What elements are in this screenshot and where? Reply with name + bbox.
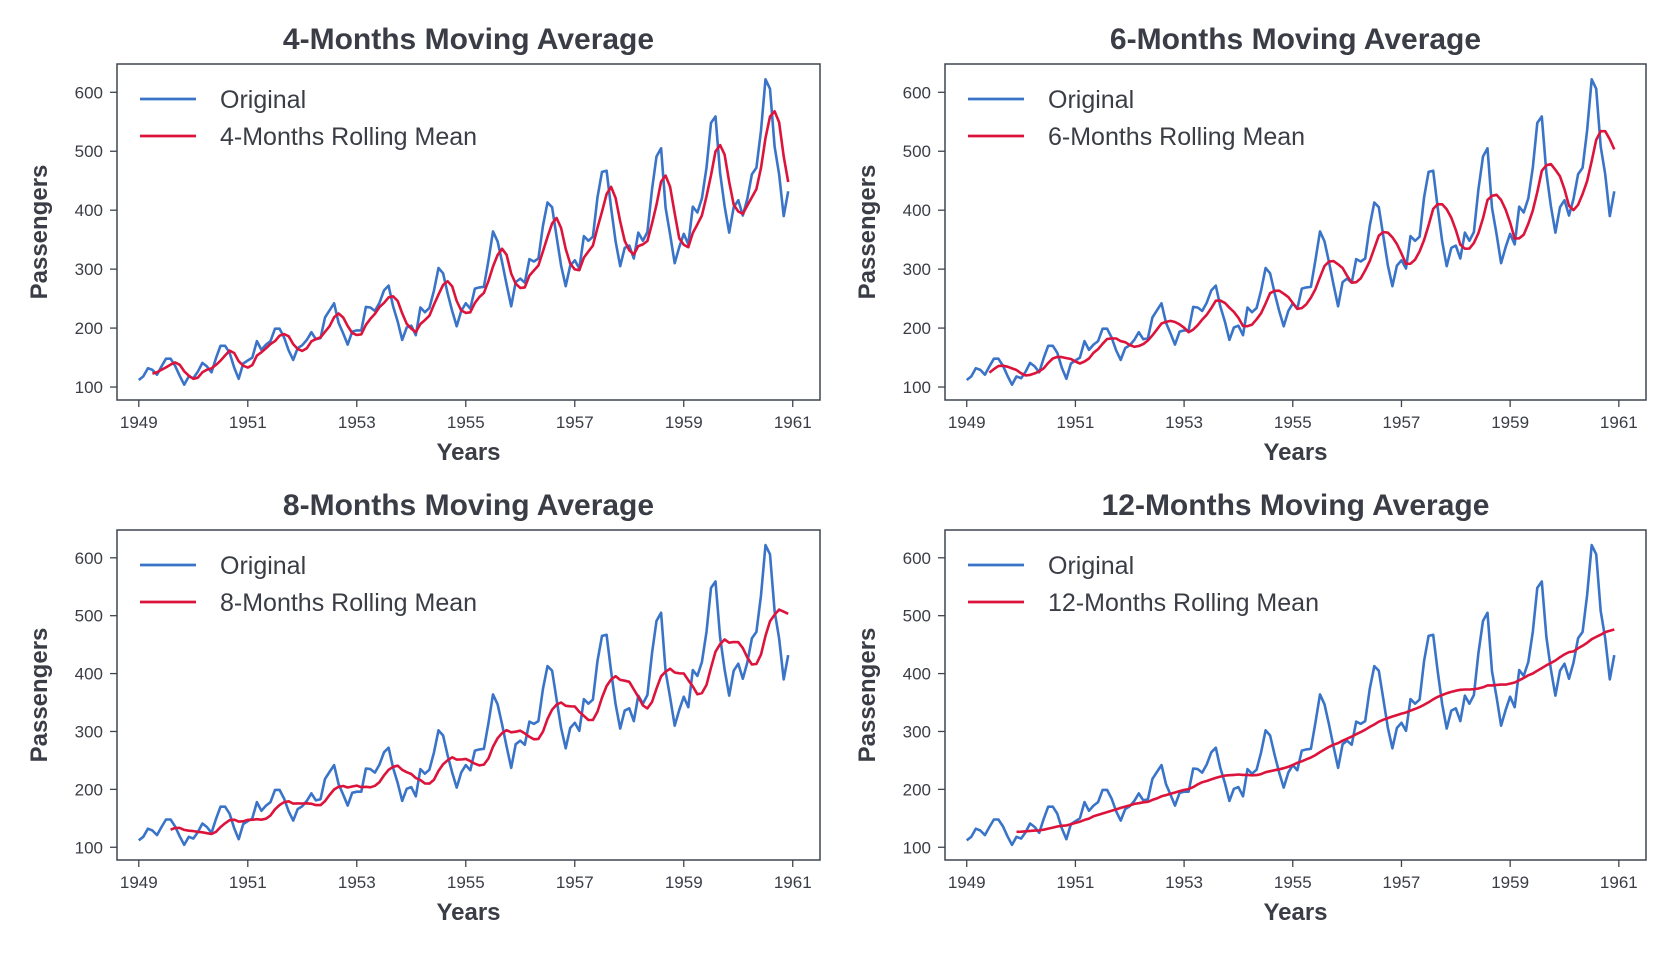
plot-area-frame [116,529,821,861]
x-tick-label: 1957 [556,873,594,892]
y-axis-label: Passengers [26,628,53,763]
y-axis-label: Passengers [854,628,881,763]
y-tick-label: 500 [903,607,931,626]
plot-area-frame [944,63,1647,401]
x-tick-label: 1953 [1165,413,1203,432]
x-tick-label: 1961 [1600,413,1638,432]
series-line-rolling-mean [988,129,1616,377]
y-tick-label: 200 [903,780,931,799]
x-tick-label: 1957 [1383,413,1421,432]
y-tick-label: 600 [903,549,931,568]
x-tick-label: 1955 [1274,873,1312,892]
x-tick-label: 1959 [1491,413,1529,432]
legend-label-rolling-mean: 4-Months Rolling Mean [220,123,477,151]
x-axis-label: Years [436,439,500,466]
y-tick-label: 600 [75,549,103,568]
chart-panel-3: 1949 1951 1953 1955 1957 1959 1961 100 200 300 400… [26,489,821,926]
legend-label-rolling-mean: 12-Months Rolling Mean [1048,589,1319,617]
series-line-original [138,543,790,847]
legend-label-original: Original [220,86,306,114]
x-tick-label: 1949 [120,413,158,432]
y-tick-label: 300 [903,260,931,279]
y-axis-label: Passengers [854,165,881,300]
y-tick-label: 100 [903,378,931,397]
series-line-rolling-mean [152,110,790,381]
legend: Original 12-Months Rolling Mean [968,552,1319,617]
y-tick-label: 500 [903,142,931,161]
x-tick-label: 1953 [338,413,376,432]
x-tick-label: 1959 [665,413,703,432]
x-tick-label: 1953 [338,873,376,892]
x-axis-label: Years [1263,439,1327,466]
x-tick-label: 1961 [774,413,812,432]
chart-title: 4-Months Moving Average [283,23,654,56]
y-tick-label: 400 [75,201,103,220]
x-tick-label: 1951 [1057,873,1095,892]
series-line-original [965,543,1616,847]
x-tick-label: 1955 [1274,413,1312,432]
chart-title: 12-Months Moving Average [1102,489,1490,522]
x-tick-label: 1949 [120,873,158,892]
legend-label-original: Original [220,552,306,580]
plot-area-frame [944,529,1647,861]
x-tick-label: 1955 [447,873,485,892]
y-tick-label: 500 [75,607,103,626]
x-tick-label: 1961 [774,873,812,892]
x-tick-label: 1957 [556,413,594,432]
x-axis-label: Years [436,899,500,926]
chart-panel-1: 1949 1951 1953 1955 1957 1959 1961 100 200 300 400… [26,23,821,466]
chart-panel-4: 1949 1951 1953 1955 1957 1959 1961 100 200 300 400… [854,489,1647,926]
x-tick-label: 1951 [1057,413,1095,432]
y-tick-label: 300 [903,722,931,741]
y-tick-label: 500 [75,142,103,161]
legend-label-original: Original [1048,552,1134,580]
y-tick-label: 100 [75,838,103,857]
x-tick-label: 1949 [948,413,986,432]
y-tick-label: 100 [903,838,931,857]
x-tick-label: 1961 [1600,873,1638,892]
y-tick-label: 400 [903,201,931,220]
legend-label-original: Original [1048,86,1134,114]
x-tick-label: 1959 [665,873,703,892]
y-tick-label: 400 [75,665,103,684]
y-tick-label: 600 [75,83,103,102]
legend: Original 4-Months Rolling Mean [140,86,477,151]
legend: Original 8-Months Rolling Mean [140,552,477,617]
series-line-rolling-mean [1016,628,1615,834]
x-tick-label: 1959 [1491,873,1529,892]
series-line-rolling-mean [170,608,789,836]
plot-area-frame [116,63,821,401]
y-tick-label: 100 [75,378,103,397]
chart-title: 8-Months Moving Average [283,489,654,522]
x-tick-label: 1949 [948,873,986,892]
y-tick-label: 200 [75,780,103,799]
y-tick-label: 200 [903,319,931,338]
y-axis-label: Passengers [26,165,53,300]
x-axis-label: Years [1263,899,1327,926]
series-line-original [137,78,790,387]
y-tick-label: 300 [75,260,103,279]
x-tick-label: 1951 [229,873,267,892]
legend: Original 6-Months Rolling Mean [968,86,1305,151]
x-tick-label: 1953 [1165,873,1203,892]
legend-label-rolling-mean: 6-Months Rolling Mean [1048,123,1305,151]
chart-title: 6-Months Moving Average [1110,23,1481,56]
y-tick-label: 600 [903,83,931,102]
x-tick-label: 1951 [229,413,267,432]
y-tick-label: 200 [75,319,103,338]
x-tick-label: 1955 [447,413,485,432]
chart-panel-2: 1949 1951 1953 1955 1957 1959 1961 100 200 300 400… [854,23,1647,466]
legend-label-rolling-mean: 8-Months Rolling Mean [220,589,477,617]
y-tick-label: 400 [903,665,931,684]
x-tick-label: 1957 [1383,873,1421,892]
y-tick-label: 300 [75,722,103,741]
